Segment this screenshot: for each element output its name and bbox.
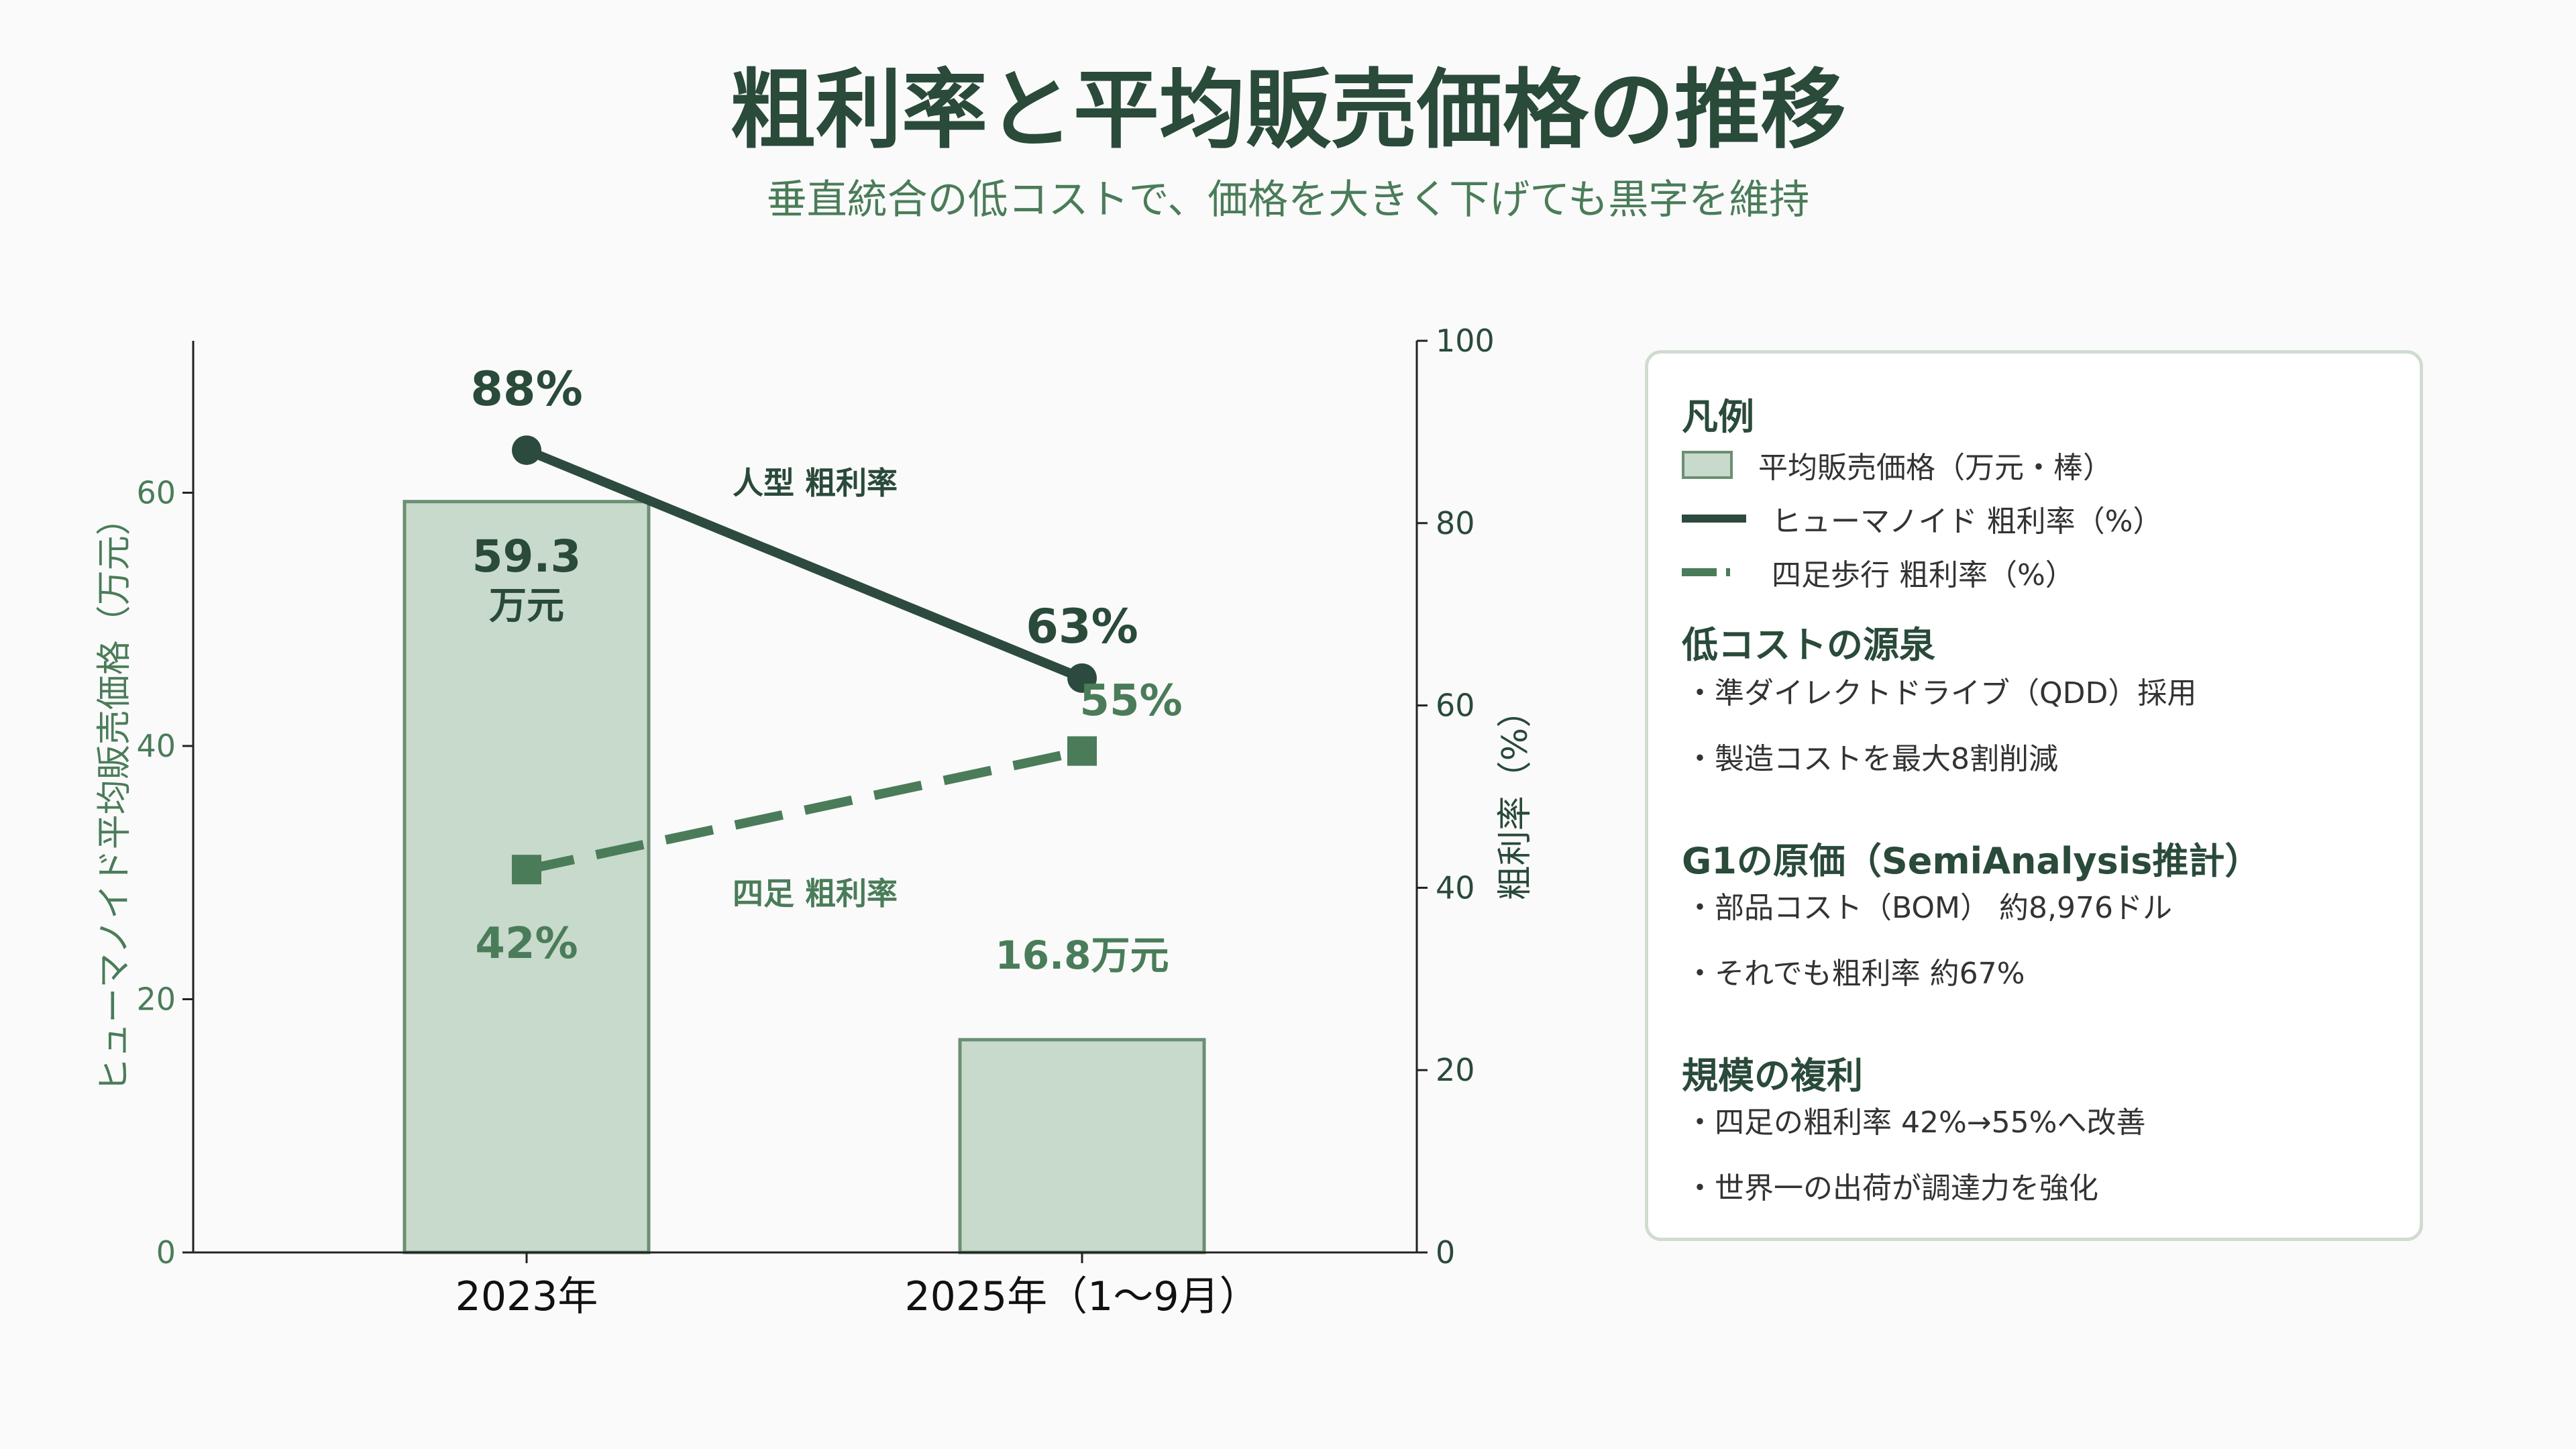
section-item: ・製造コストを最大8割削減 [1685,742,2058,776]
bar-value-unit-label: 万元 [489,584,564,628]
humanoid-point [1067,663,1097,693]
right-tick-label: 60 [1436,688,1475,724]
price-bar [958,1038,1206,1254]
right-tick-label: 20 [1436,1052,1475,1088]
quadruped-value-label: 55% [1079,676,1182,726]
left-tick-label: 40 [136,728,176,764]
legend-label-price: 平均販売価格（万元・棒） [1758,451,2112,485]
right-tick-label: 40 [1436,869,1475,906]
section-item: ・四足の粗利率 42%→55%へ改善 [1685,1106,2146,1140]
legend-label-humanoid: ヒューマノイド 粗利率（%） [1772,504,2163,539]
legend-entry-quadruped: 四足歩行 粗利率（%） [1682,553,2075,592]
legend-entry-price: 平均販売価格（万元・棒） [1682,446,2112,485]
quadruped-point [512,855,541,885]
section-heading-cost-source: 低コストの源泉 [1682,624,1935,666]
right-tick-label: 80 [1436,505,1475,541]
legend-heading: 凡例 [1682,396,1754,438]
right-tick-label: 0 [1436,1234,1455,1271]
left-tick-label: 20 [136,981,176,1018]
bar-value-label: 59.3 [472,531,582,582]
right-axis-title: 粗利率（%） [1495,693,1536,900]
humanoid-value-label: 88% [470,362,583,417]
section-heading-scale: 規模の複利 [1682,1055,1863,1097]
chart-subtitle: 垂直統合の低コストで、価格を大きく下げても黒字を維持 [766,176,1810,223]
chart-title: 粗利率と平均販売価格の推移 [729,60,1846,160]
left-tick-label: 60 [136,475,176,511]
legend-panel: 凡例 平均販売価格（万元・棒） ヒューマノイド 粗利率（%） 四足歩行 粗利率（… [1645,350,2423,1241]
humanoid-margin-line [522,445,1087,683]
section-item: ・世界一の出荷が調達力を強化 [1685,1171,2098,1205]
humanoid-annotation: 人型 粗利率 [733,465,898,501]
humanoid-point [512,435,541,466]
legend-label-quadruped: 四足歩行 粗利率（%） [1772,558,2075,592]
quadruped-annotation: 四足 粗利率 [733,875,898,912]
solid-line-icon [1682,515,1746,523]
quadruped-value-label: 42% [475,919,578,969]
quadruped-margin-line [525,746,1083,875]
section-item: ・それでも粗利率 約67% [1685,957,2025,991]
bar-value-label: 16.8万元 [995,932,1169,978]
dashed-line-icon [1682,568,1746,576]
bar-swatch-icon [1682,451,1733,479]
x-tick-label: 2025年（1〜9月） [904,1273,1259,1320]
left-tick-label: 0 [156,1234,176,1271]
quadruped-point [1067,736,1097,766]
section-heading-g1-cost: G1の原価（SemiAnalysis推計） [1682,840,2261,882]
humanoid-value-label: 63% [1026,599,1138,654]
legend-entry-humanoid: ヒューマノイド 粗利率（%） [1682,500,2163,539]
x-tick-label: 2023年 [455,1273,598,1320]
left-axis-title: ヒューマノイド平均販売価格（万元） [95,500,135,1092]
section-item: ・部品コスト（BOM） 約8,976ドル [1685,891,2172,925]
right-tick-label: 100 [1436,323,1495,359]
section-item: ・準ダイレクトドライブ（QDD）採用 [1685,676,2197,710]
